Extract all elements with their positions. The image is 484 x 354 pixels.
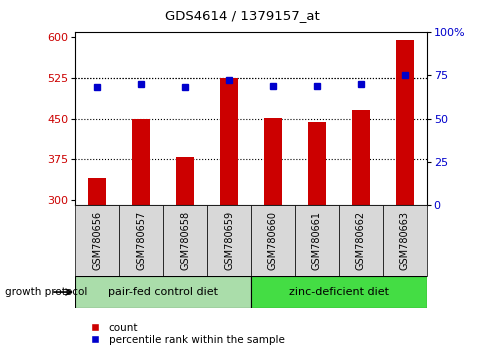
Bar (207, 205, 251, 276)
Text: GSM780659: GSM780659 (224, 211, 233, 270)
Text: zinc-deficient diet: zinc-deficient diet (288, 287, 388, 297)
Bar (338, 205, 382, 276)
Bar (251, 205, 294, 276)
Bar (75, 276, 251, 308)
Text: GSM780657: GSM780657 (136, 211, 146, 270)
Bar (382, 205, 426, 276)
Text: pair-fed control diet: pair-fed control diet (108, 287, 218, 297)
Bar (88, 178, 106, 205)
Bar (294, 205, 338, 276)
Text: GDS4614 / 1379157_at: GDS4614 / 1379157_at (165, 9, 319, 22)
Bar (75, 205, 119, 276)
Bar (395, 40, 413, 205)
Bar (351, 110, 369, 205)
Bar (163, 205, 207, 276)
Text: growth protocol: growth protocol (5, 287, 87, 297)
Bar (176, 156, 194, 205)
Legend: count, percentile rank within the sample: count, percentile rank within the sample (80, 318, 288, 349)
Bar (220, 78, 237, 205)
Text: GSM780660: GSM780660 (268, 211, 277, 270)
Bar (307, 122, 325, 205)
Bar (251, 276, 426, 308)
Text: GSM780661: GSM780661 (311, 211, 321, 270)
Bar (119, 205, 163, 276)
Text: GSM780663: GSM780663 (399, 211, 409, 270)
Text: GSM780662: GSM780662 (355, 211, 365, 270)
Bar (132, 119, 150, 205)
Bar (264, 118, 281, 205)
Text: GSM780658: GSM780658 (180, 211, 190, 270)
Text: GSM780656: GSM780656 (92, 211, 102, 270)
